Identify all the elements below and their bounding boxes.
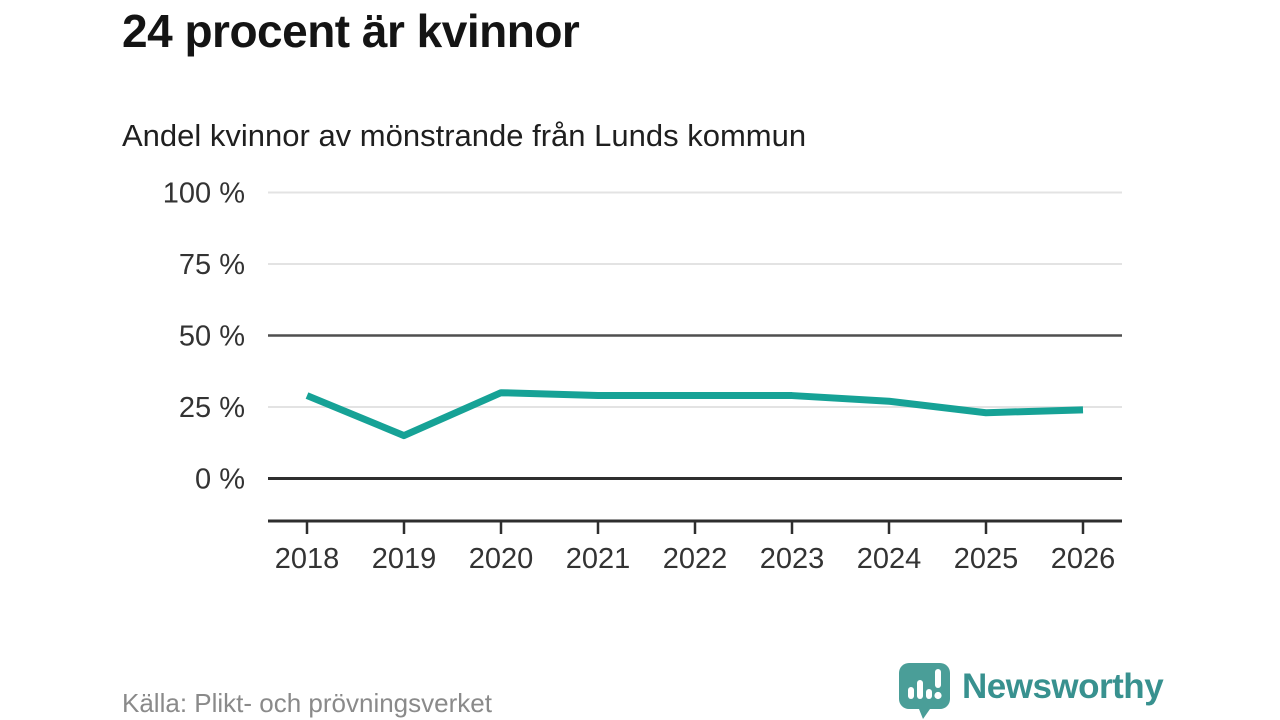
newsworthy-logo: Newsworthy: [896, 660, 1164, 720]
y-axis-tick-label: 75 %: [179, 249, 245, 281]
page-title: 24 procent är kvinnor: [122, 5, 580, 57]
chart-subtitle: Andel kvinnor av mönstrande från Lunds k…: [122, 118, 807, 153]
x-axis-tick-label: 2023: [760, 543, 825, 575]
source-note: Källa: Plikt- och prövningsverket: [122, 688, 492, 718]
x-axis-tick-label: 2026: [1051, 543, 1116, 575]
x-axis-tick-label: 2020: [469, 543, 534, 575]
x-axis-tick-label: 2024: [857, 543, 922, 575]
x-axis-tick-label: 2022: [663, 543, 728, 575]
y-axis-tick-label: 0 %: [195, 464, 245, 496]
y-axis-tick-label: 50 %: [179, 321, 245, 353]
y-axis-tick-label: 100 %: [163, 178, 245, 210]
x-axis-tick-label: 2025: [954, 543, 1019, 575]
x-axis-tick-label: 2021: [566, 543, 631, 575]
brand-name: Newsworthy: [962, 667, 1164, 706]
x-axis-tick-label: 2018: [275, 543, 340, 575]
newsworthy-chart-bubble-icon: [899, 663, 950, 719]
x-axis-tick-label: 2019: [372, 543, 437, 575]
y-axis-tick-label: 25 %: [179, 392, 245, 424]
data-line: [305, 389, 1084, 440]
